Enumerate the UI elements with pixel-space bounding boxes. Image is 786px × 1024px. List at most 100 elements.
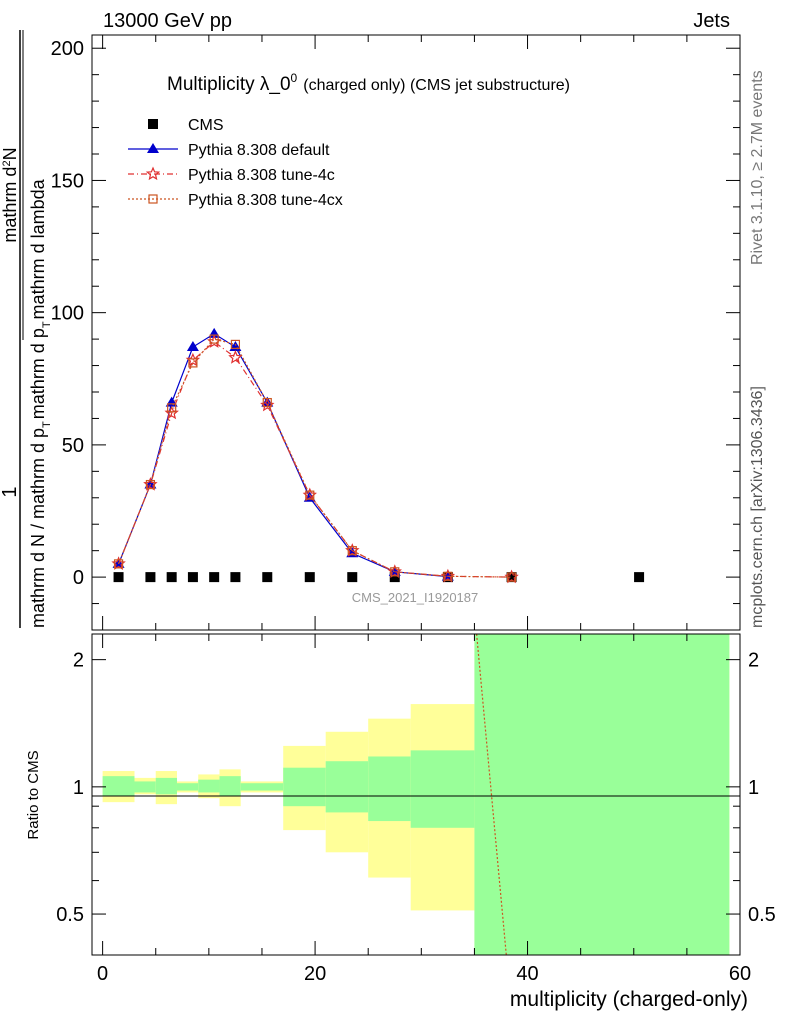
legend-title-sup: 0 (291, 71, 298, 85)
ylabel-numerator-one: 1 (0, 486, 21, 497)
ratio-band-green (198, 779, 220, 793)
tune4cx-point (230, 339, 241, 349)
default-point (261, 396, 274, 407)
rivet-label: Rivet 3.1.10, ≥ 2.7M events (749, 70, 766, 265)
ylabel-den-main: mathrm d N / mathrm d p (28, 428, 48, 628)
series-tune4cx (113, 334, 517, 582)
legend-label: CMS (188, 117, 224, 134)
main-y-axis-label: 1 mathrm d2N mathrm d N / mathrm d pTmat… (0, 30, 53, 628)
ratio-y-axis-label: Ratio to CMS (25, 750, 42, 839)
ratio-band-green (240, 783, 284, 791)
ylabel-den-tail: mathrm d p (28, 328, 48, 419)
series-tune4c (111, 334, 519, 584)
ratio-y-tick-label-right: 0.5 (748, 904, 776, 926)
tune4c-point (228, 350, 243, 364)
ratio-band-green (155, 777, 177, 795)
ratio-band-green (474, 634, 730, 955)
cms-point (145, 572, 156, 583)
cms-point (166, 572, 177, 583)
tune4cx-point (347, 546, 357, 556)
series-line-tune4c (118, 341, 512, 578)
legend-title-tail: (charged only) (CMS jet substructure) (303, 77, 570, 94)
series-line-default (118, 333, 448, 578)
ratio-band-green (134, 781, 156, 793)
cms-point (262, 572, 273, 583)
x-tick-label: 20 (304, 963, 326, 985)
legend-title: Multiplicity λ_00 (charged only) (CMS jet… (167, 71, 570, 95)
legend-entry-cms: CMS (148, 117, 224, 134)
cms-point (209, 572, 220, 583)
tune4cx-point (188, 358, 198, 368)
cms-point (634, 572, 645, 583)
ylabel-inner-numerator-text: mathrm d (0, 167, 20, 243)
cms-point (389, 572, 400, 583)
series-line-tune4cx (118, 338, 512, 578)
y-tick-label: 150 (51, 170, 84, 192)
x-tick-label: 60 (729, 963, 751, 985)
ratio-curve (476, 633, 507, 956)
ratio-y-tick-label: 2 (73, 650, 84, 672)
tune4cx-point (113, 559, 124, 569)
legend-label: Pythia 8.308 tune-4c (188, 167, 335, 184)
y-tick-label: 100 (51, 303, 84, 325)
x-tick-label: 0 (97, 963, 108, 985)
legend-entry-default: Pythia 8.308 default (128, 142, 330, 159)
cms-point (148, 119, 158, 129)
ratio-band-green (102, 776, 135, 797)
tune4cx-point (305, 490, 315, 500)
ylabel-denominator: mathrm d N / mathrm d pTmathrm d pTmathr… (28, 178, 53, 628)
main-panel: 0 50 100 150 200 CMS_2021_I1920187 Multiplic… (51, 34, 741, 631)
energy-label: 13000 GeV pp (103, 10, 232, 32)
cms-point (304, 572, 315, 583)
cms-point (187, 572, 198, 583)
watermark: CMS_2021_I1920187 (352, 590, 479, 605)
ylabel-inner-numerator-tail: N (0, 147, 20, 160)
main-frame (91, 34, 741, 631)
ratio-frame (91, 633, 741, 956)
legend-entries: CMS Pythia 8.308 default Pythia 8.308 tune… (128, 117, 343, 209)
y-tick-label: 200 (51, 38, 84, 60)
legend-label: Pythia 8.308 default (188, 142, 330, 159)
main-ticks: 0 50 100 150 200 (51, 35, 741, 631)
ratio-panel: 0.5 0.51 12 20 20 40 60 (56, 633, 776, 985)
ylabel-inner-numerator-sup: 2 (1, 160, 13, 166)
ratio-band-green (368, 756, 411, 822)
tune4cx-point (262, 397, 272, 408)
legend: Multiplicity λ_00 (charged only) (CMS jet… (128, 71, 570, 209)
cms-point (506, 572, 517, 583)
tune4cx-point (443, 571, 453, 581)
tune4cx-point (145, 479, 156, 490)
tune4cx-point (148, 194, 158, 204)
legend-entry-tune4cx: Pythia 8.308 tune-4cx (128, 192, 343, 209)
ratio-line-tune4cx (476, 633, 507, 956)
tune4c-point (145, 166, 161, 181)
x-tick-label: 40 (516, 963, 538, 985)
mcplots-label: mcplots.cern.ch [arXiv:1306.3436] (749, 386, 766, 628)
cms-point (113, 572, 124, 583)
ylabel-den-tail2: mathrm d lambda (28, 178, 48, 319)
default-point (186, 341, 199, 352)
tune4cx-point (507, 572, 517, 582)
legend-title-main: Multiplicity λ_0 (167, 74, 291, 95)
ratio-bands (102, 634, 730, 955)
ylabel-den-sub2: T (41, 321, 53, 328)
y-tick-label: 50 (62, 435, 84, 457)
series-default (112, 327, 454, 581)
ratio-y-tick-label: 1 (73, 777, 84, 799)
legend-entry-tune4c: Pythia 8.308 tune-4c (128, 166, 335, 184)
ylabel-den-sub: T (41, 421, 53, 428)
ratio-band-green (410, 750, 475, 828)
y-tick-label: 0 (73, 567, 84, 589)
x-axis-label: multiplicity (charged-only) (510, 988, 748, 1011)
tune4cx-point (167, 403, 177, 413)
cms-point (347, 572, 358, 583)
legend-label: Pythia 8.308 tune-4cx (188, 192, 343, 209)
main-series (111, 327, 645, 584)
ratio-y-tick-label-right: 2 (748, 650, 759, 672)
ratio-band-green (325, 761, 369, 813)
ratio-y-tick-label: 0.5 (56, 904, 84, 926)
tune4cx-point (390, 567, 400, 577)
ratio-y-tick-label-right: 1 (748, 777, 759, 799)
ratio-band-green (283, 767, 326, 807)
